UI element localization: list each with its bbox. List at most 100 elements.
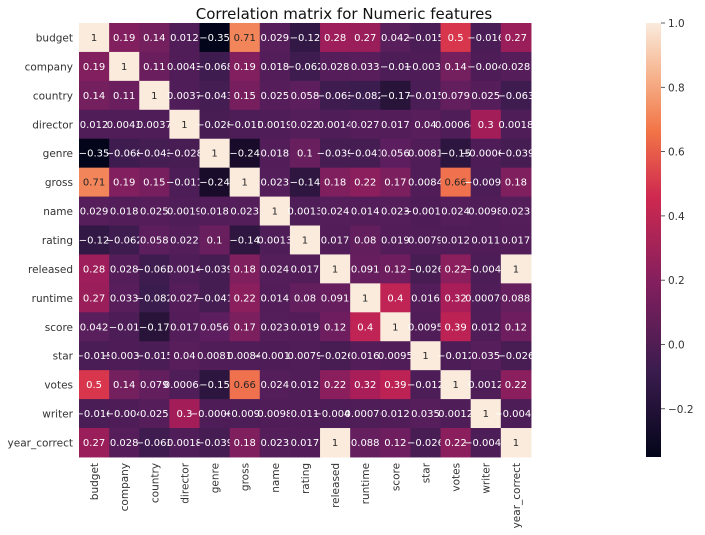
colorbar-tick-label: 0.6 — [668, 147, 685, 159]
heatmap-cell — [229, 283, 261, 313]
cell-value-label: 0.023 — [381, 207, 410, 218]
cell-value-label: −0.15 — [440, 149, 471, 160]
cell-value-label: −0.041 — [347, 149, 384, 160]
cell-value-label: −0.039 — [497, 149, 534, 160]
heatmap-cell — [380, 399, 411, 429]
heatmap-cell — [350, 138, 381, 169]
cell-value-label: 0.39 — [384, 380, 406, 391]
heatmap-cell — [289, 399, 321, 429]
cell-value-label: 0.017 — [321, 235, 350, 246]
cell-value-label: 0.1 — [297, 149, 313, 160]
heatmap-cell — [380, 23, 411, 53]
cell-value-label: 0.017 — [291, 438, 320, 449]
row-label: budget — [36, 32, 73, 44]
column-label: budget — [89, 463, 101, 500]
heatmap-cell — [79, 167, 110, 198]
cell-value-label: 0.035 — [411, 409, 440, 420]
cell-value-label: 0.18 — [234, 438, 256, 449]
cell-value-label: 0.0079 — [408, 235, 443, 246]
cell-value-label: 1 — [422, 351, 428, 362]
heatmap-cell — [199, 399, 231, 429]
heatmap-cell — [410, 283, 442, 313]
cell-value-label: 0.022 — [291, 120, 320, 131]
column-label: country — [149, 463, 161, 503]
heatmap-cell — [289, 167, 321, 198]
cell-value-label: 0.027 — [170, 293, 199, 304]
heatmap-cell — [169, 51, 201, 82]
cell-value-label: 0.0014 — [318, 120, 353, 131]
cell-value-label: −0.012 — [437, 351, 474, 362]
heatmap-cell — [79, 341, 110, 371]
heatmap-cell — [229, 370, 261, 400]
cell-value-label: 0.4 — [387, 293, 403, 304]
heatmap-cell — [470, 225, 502, 255]
cell-value-label: 0.025 — [140, 207, 169, 218]
heatmap-cell — [79, 370, 110, 400]
heatmap-cell — [79, 51, 110, 82]
heatmap-cell — [289, 196, 321, 227]
cell-value-label: 0.3 — [478, 120, 494, 131]
heatmap-cell — [350, 167, 381, 198]
heatmap-cell — [79, 312, 110, 342]
cell-value-label: 1 — [513, 264, 519, 275]
heatmap-cell — [229, 167, 261, 198]
heatmap-cell — [199, 109, 231, 140]
heatmap-cell — [350, 399, 381, 429]
heatmap-cell — [440, 225, 472, 255]
heatmap-cell — [350, 23, 381, 53]
heatmap-cell — [350, 196, 381, 227]
cell-value-label: 0.0037 — [167, 91, 202, 102]
heatmap-cell — [410, 428, 442, 458]
heatmap-cell — [380, 312, 411, 342]
heatmap-cell — [289, 225, 321, 255]
column-tick-labels: budget company country director genre gross na… — [89, 462, 523, 528]
column-label: writer — [481, 462, 493, 493]
cell-value-label: 0.022 — [170, 235, 199, 246]
heatmap-cell — [320, 370, 351, 400]
heatmap-cell — [500, 254, 532, 284]
column-label: star — [421, 462, 433, 483]
cell-value-label: 0.12 — [384, 264, 406, 275]
colorbar-tick-label: 0.2 — [668, 275, 685, 287]
cell-value-label: 1 — [91, 33, 97, 44]
row-label: runtime — [32, 293, 73, 305]
heatmap-cell — [139, 341, 170, 371]
heatmap-cell — [380, 428, 411, 458]
heatmap-cell — [169, 428, 201, 458]
cell-value-label: 0.18 — [505, 178, 527, 189]
heatmap-cell — [139, 196, 170, 227]
cell-value-label: 0.1 — [207, 235, 223, 246]
cell-value-label: 1 — [302, 235, 308, 246]
cell-value-label: −0.043 — [196, 91, 233, 102]
column-label: company — [119, 463, 131, 511]
cell-value-label: −0.011 — [226, 120, 263, 131]
heatmap-cell — [259, 109, 291, 140]
cell-value-label: 0.028 — [502, 62, 531, 73]
cell-value-label: 0.012 — [471, 322, 500, 333]
column-label: released — [330, 463, 342, 508]
heatmap-cell — [380, 196, 411, 227]
heatmap-cell — [470, 341, 502, 371]
heatmap-cell — [229, 196, 261, 227]
cell-value-label: −0.0095 — [223, 409, 266, 420]
heatmap-cell — [410, 196, 442, 227]
heatmap-cell — [350, 341, 381, 371]
cell-value-label: 0.019 — [291, 322, 320, 333]
heatmap-cell — [109, 109, 140, 140]
cell-value-label: −0.01 — [109, 322, 140, 333]
cell-value-label: −0.043 — [136, 149, 173, 160]
column-label: name — [270, 463, 282, 493]
cell-value-label: −0.0032 — [103, 351, 146, 362]
cell-value-label: 0.08 — [354, 235, 376, 246]
cell-value-label: −0.015 — [407, 33, 444, 44]
colorbar-tick-label: 0.0 — [668, 339, 685, 351]
cell-value-label: −0.016 — [76, 409, 113, 420]
heatmap-cell — [500, 196, 532, 227]
cell-value-label: 0.025 — [140, 409, 169, 420]
cell-value-label: 0.014 — [261, 293, 290, 304]
cell-value-label: 0.4 — [357, 322, 373, 333]
heatmap-cell — [289, 23, 321, 53]
heatmap-cell — [500, 109, 532, 140]
heatmap-cell — [350, 428, 381, 458]
cell-value-label: 0.0043 — [167, 62, 202, 73]
